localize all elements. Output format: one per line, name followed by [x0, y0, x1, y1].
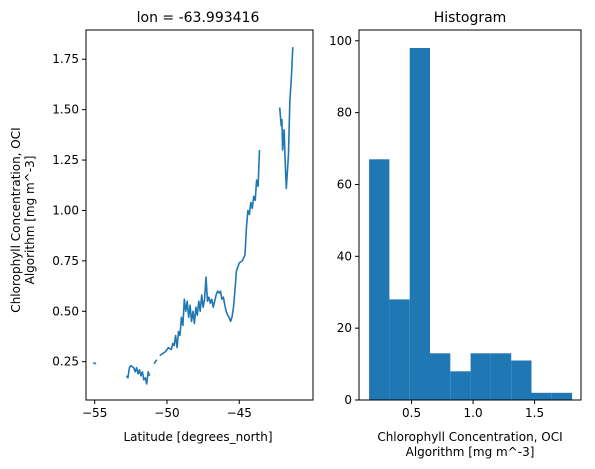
- histogram-y-tick-label: 20: [337, 321, 352, 335]
- line-series-segment: [153, 359, 158, 365]
- histogram-bar: [430, 353, 451, 400]
- histogram-bar: [470, 353, 491, 400]
- histogram-x-ticks: 0.5 1.0 1.5: [402, 400, 544, 420]
- histogram-bar: [369, 159, 390, 400]
- line-series-segment: [92, 361, 97, 365]
- histogram-title: Histogram: [434, 10, 507, 26]
- line-chart-panel: lon = -63.993416 Latitude [degrees_north…: [9, 10, 314, 444]
- line-chart-y-tick-label: 1.50: [52, 103, 79, 117]
- line-chart-y-axis-label-line-1: Chlorophyll Concentration, OCI: [9, 127, 23, 312]
- line-chart-y-tick-label: 0.25: [52, 355, 79, 369]
- histogram-bar: [531, 392, 552, 400]
- histogram-y-tick-label: 60: [337, 177, 352, 191]
- histogram-y-tick-label: 100: [329, 34, 352, 48]
- line-chart-y-tick-label: 1.25: [52, 153, 79, 167]
- line-chart-x-tick-label: −50: [154, 406, 179, 420]
- histogram-bar: [450, 371, 471, 400]
- line-chart-y-ticks: 0.25 0.50 0.75 1.00 1.25 1.50 1.75: [52, 52, 86, 369]
- line-chart-x-tick-label: −45: [227, 406, 252, 420]
- histogram-bar: [551, 392, 573, 400]
- histogram-bar: [511, 360, 532, 400]
- line-series-segment: [125, 364, 151, 385]
- histogram-y-ticks: 0 20 40 60 80 100: [329, 34, 359, 407]
- histogram-axes-frame: [358, 29, 582, 401]
- line-chart-y-tick-label: 0.75: [52, 254, 79, 268]
- histogram-y-tick-label: 0: [344, 393, 352, 407]
- line-chart-y-axis-label: Chlorophyll Concentration, OCI Algorithm…: [9, 127, 37, 312]
- line-chart-y-tick-label: 1.00: [52, 203, 79, 217]
- line-chart-x-ticks: −55 −50 −45: [82, 400, 252, 420]
- line-chart-x-axis-label: Latitude [degrees_north]: [123, 430, 272, 444]
- histogram-y-tick-label: 40: [337, 249, 352, 263]
- line-chart-axes-frame: [85, 29, 314, 401]
- line-series-segment: [159, 149, 261, 357]
- histogram-x-axis-label-line-1: Chlorophyll Concentration, OCI: [377, 430, 562, 444]
- histogram-x-tick-label: 1.0: [464, 406, 483, 420]
- histogram-x-axis-label-line-2: Algorithm [mg m^-3]: [406, 445, 535, 459]
- line-chart-y-axis-label-line-2: Algorithm [mg m^-3]: [23, 156, 37, 285]
- line-chart-series: [92, 47, 294, 385]
- histogram-bars: [369, 48, 573, 400]
- histogram-bar: [389, 299, 410, 400]
- line-chart-y-tick-label: 1.75: [52, 52, 79, 66]
- histogram-y-tick-label: 80: [337, 106, 352, 120]
- histogram-bar: [490, 353, 512, 400]
- histogram-bar: [409, 48, 430, 400]
- line-chart-x-tick-label: −55: [82, 406, 107, 420]
- line-chart-title: lon = -63.993416: [137, 10, 260, 26]
- line-series-segment: [278, 47, 294, 190]
- histogram-panel: Histogram Chlorophyll Concentration, OCI…: [329, 10, 582, 459]
- line-chart-y-tick-label: 0.50: [52, 304, 79, 318]
- histogram-x-tick-label: 0.5: [402, 406, 421, 420]
- histogram-x-tick-label: 1.5: [525, 406, 544, 420]
